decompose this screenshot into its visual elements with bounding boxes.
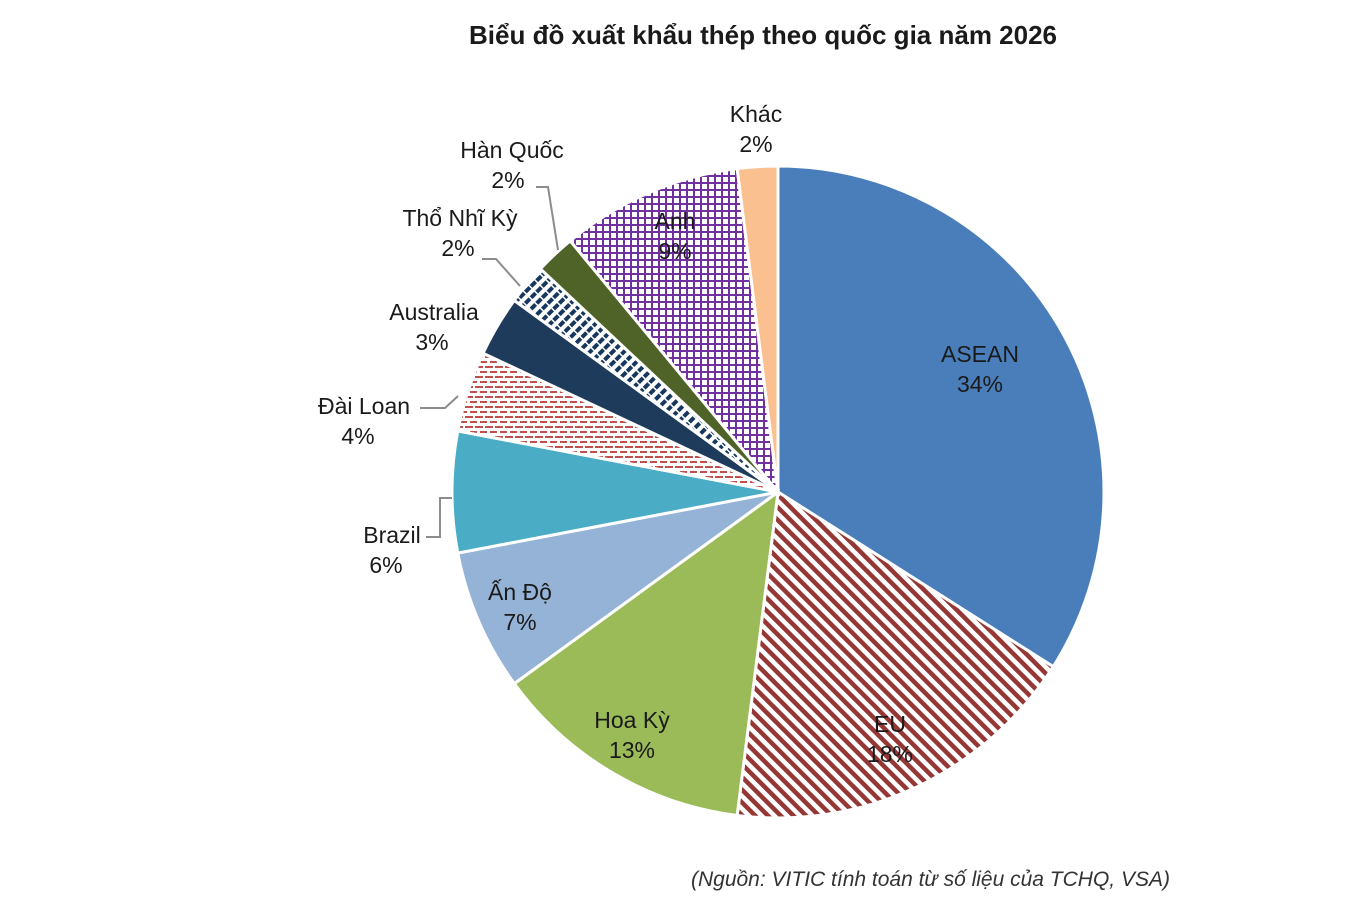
- chart-title: Biểu đồ xuất khẩu thép theo quốc gia năm…: [469, 20, 1057, 50]
- slice-label-asean: ASEAN: [941, 341, 1019, 367]
- slice-percent-đài-loan: 4%: [341, 423, 374, 449]
- leader-line-đài-loan: [420, 395, 459, 409]
- slice-label-hoa-kỳ: Hoa Kỳ: [594, 707, 670, 733]
- slice-label-đài-loan: Đài Loan: [318, 393, 410, 419]
- pie-slice-eu: [735, 489, 1056, 820]
- slice-label-australia: Australia: [389, 299, 479, 325]
- slice-percent-anh: 9%: [658, 238, 691, 264]
- slice-percent-hoa-kỳ: 13%: [609, 737, 655, 763]
- slice-label-eu: EU: [874, 711, 906, 737]
- slice-label-hàn-quốc: Hàn Quốc: [460, 137, 564, 163]
- slice-percent-australia: 3%: [415, 329, 448, 355]
- slice-percent-brazil: 6%: [369, 552, 402, 578]
- leader-line-thổ-nhĩ-kỳ: [482, 258, 521, 287]
- leader-line-brazil: [426, 497, 452, 538]
- slice-label-thổ-nhĩ-kỳ: Thổ Nhĩ Kỳ: [402, 205, 518, 231]
- slice-percent-eu: 18%: [867, 741, 913, 767]
- slice-percent-asean: 34%: [957, 371, 1003, 397]
- pie-slice-brazil: [450, 429, 779, 555]
- slice-percent-ấn-độ: 7%: [503, 609, 536, 635]
- slice-label-ấn-độ: Ấn Độ: [488, 578, 552, 605]
- slice-percent-thổ-nhĩ-kỳ: 2%: [441, 235, 474, 261]
- slice-label-brazil: Brazil: [363, 522, 421, 548]
- slice-percent-khác: 2%: [739, 131, 772, 157]
- slice-label-khác: Khác: [730, 101, 782, 127]
- pie-slice-asean: [776, 164, 1106, 669]
- pie-slice-ấn-độ: [456, 490, 779, 686]
- pie-slice-khác: [735, 164, 780, 493]
- pie-slice-anh: [568, 166, 781, 497]
- pie-slice-hoa-kỳ: [512, 488, 780, 818]
- source-note: (Nguồn: VITIC tính toán từ số liệu của T…: [690, 868, 1170, 891]
- leader-line-hàn-quốc: [536, 186, 559, 251]
- slice-label-anh: Anh: [655, 208, 696, 234]
- slice-percent-hàn-quốc: 2%: [491, 167, 524, 193]
